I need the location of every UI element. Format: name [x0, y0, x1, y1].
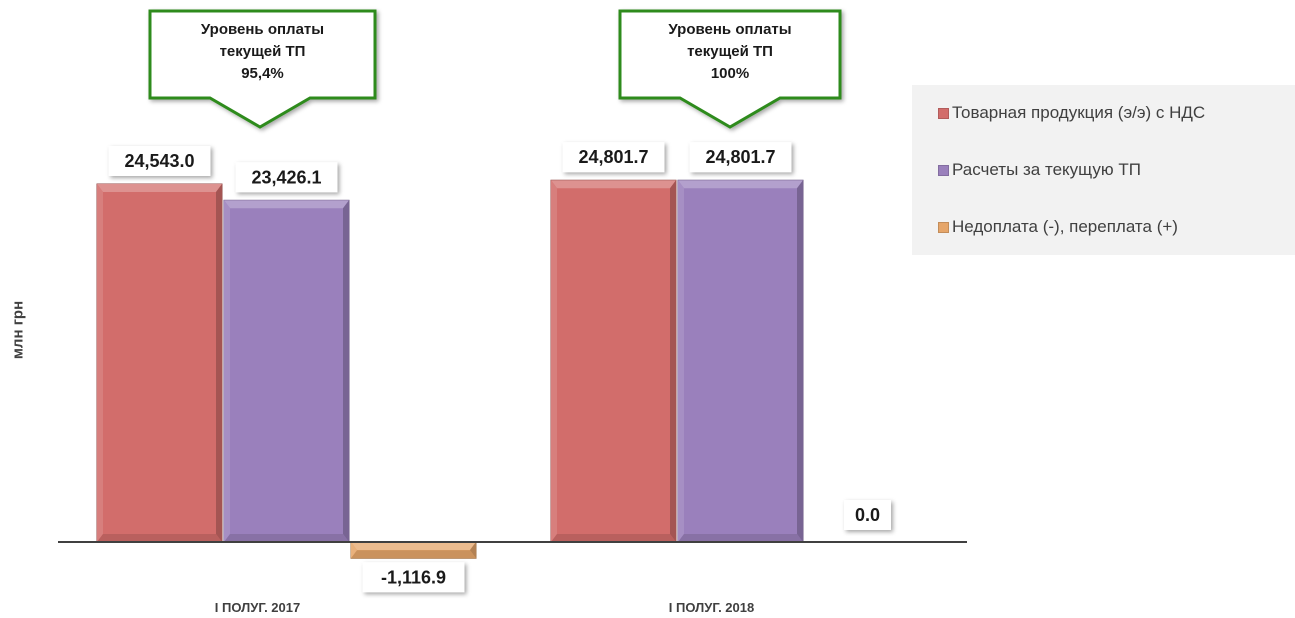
legend-label-payments: Расчеты за текущую ТП [952, 160, 1141, 179]
data-label-balance-0: -1,116.9 [362, 562, 465, 593]
data-label-payments-0: 23,426.1 [235, 162, 338, 193]
legend-label-product: Товарная продукция (э/э) с НДС [952, 103, 1206, 122]
svg-text:24,801.7: 24,801.7 [705, 147, 775, 167]
bar-product-0 [96, 183, 223, 543]
svg-text:23,426.1: 23,426.1 [251, 167, 321, 187]
x-tick-label-0: I ПОЛУГ. 2017 [215, 600, 300, 615]
data-label-product-1: 24,801.7 [562, 142, 665, 173]
legend-item-balance: Недоплата (-), переплата (+) [938, 217, 1178, 237]
legend-label-balance: Недоплата (-), переплата (+) [952, 217, 1178, 236]
bar-product-1 [550, 179, 677, 543]
svg-text:24,801.7: 24,801.7 [578, 147, 648, 167]
data-label-payments-1: 24,801.7 [689, 142, 792, 173]
legend: Товарная продукция (э/э) с НДС Расчеты з… [912, 85, 1295, 255]
callout-line: Уровень оплаты [200, 21, 325, 38]
svg-text:-1,116.9: -1,116.9 [381, 567, 446, 587]
callout-text-1: Уровень оплаты текущей ТП 100% [620, 19, 840, 85]
data-label-product-0: 24,543.0 [108, 146, 211, 176]
callout-line: текущей ТП [219, 43, 306, 60]
bar-payments-1 [677, 179, 804, 543]
svg-text:0.0: 0.0 [855, 505, 880, 525]
callout-0 [148, 9, 377, 129]
callout-line: текущей ТП [687, 43, 773, 60]
callout-line: 95,4% [241, 65, 284, 82]
legend-swatch-payments [938, 164, 949, 176]
legend-item-product: Товарная продукция (э/э) с НДС [938, 103, 1205, 123]
callout-1 [618, 9, 842, 129]
legend-swatch-product [938, 107, 949, 119]
y-axis-label: млн грн [9, 300, 27, 360]
callout-text-0: Уровень оплаты текущей ТП 95,4% [153, 19, 373, 85]
data-label-balance-1: 0.0 [844, 500, 891, 530]
x-tick-label-1: I ПОЛУГ. 2018 [669, 600, 754, 615]
bar-balance-0 [350, 541, 477, 559]
legend-swatch-balance [938, 221, 949, 233]
callout-line: Уровень оплаты [668, 21, 792, 38]
bar-payments-0 [223, 199, 350, 543]
svg-text:24,543.0: 24,543.0 [124, 151, 194, 171]
callout-line: 100% [710, 65, 750, 82]
legend-item-payments: Расчеты за текущую ТП [938, 160, 1141, 180]
